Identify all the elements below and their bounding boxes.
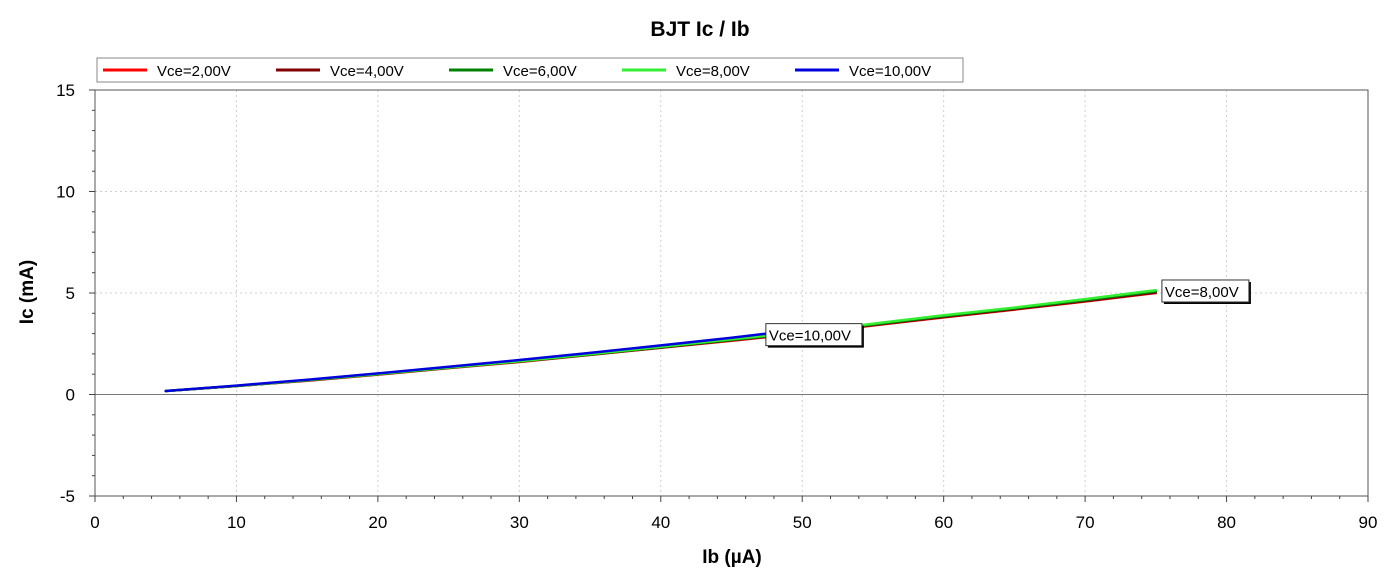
series-line-5 bbox=[164, 332, 769, 393]
legend-label: Vce=8,00V bbox=[676, 63, 750, 80]
x-axis-title: Ib (µA) bbox=[702, 547, 762, 568]
x-tick-label: 40 bbox=[651, 513, 670, 532]
legend-label: Vce=6,00V bbox=[503, 63, 577, 80]
annotation-label: Vce=10,00V bbox=[769, 328, 851, 345]
x-tick-label: 20 bbox=[368, 513, 387, 532]
x-tick-label: 10 bbox=[227, 513, 246, 532]
annotation-box bbox=[765, 323, 863, 347]
plot-area: 0 10 20 30 40 50 60 70 80 90 -5 0 5 10 15 Vce=10,00V Vc… bbox=[56, 81, 1377, 532]
y-tick-label: 10 bbox=[56, 183, 75, 202]
y-tick-label: 0 bbox=[66, 386, 75, 405]
y-axis-title: Ic (mA) bbox=[17, 260, 38, 324]
y-tick-label: 15 bbox=[56, 81, 75, 100]
legend: Vce=2,00V Vce=4,00V Vce=6,00V Vce=8,00V Vce=… bbox=[96, 57, 964, 83]
chart-title: BJT Ic / Ib bbox=[650, 18, 749, 41]
x-tick-label: 90 bbox=[1359, 513, 1378, 532]
x-tick-label: 60 bbox=[934, 513, 953, 532]
legend-label: Vce=2,00V bbox=[157, 63, 231, 80]
x-tick-label: 30 bbox=[510, 513, 529, 532]
x-tick-label: 0 bbox=[90, 513, 99, 532]
legend-label: Vce=10,00V bbox=[849, 63, 931, 80]
annotation-box bbox=[1161, 279, 1250, 303]
x-tick-label: 50 bbox=[793, 513, 812, 532]
legend-label: Vce=4,00V bbox=[330, 63, 404, 80]
x-tick-label: 80 bbox=[1217, 513, 1236, 532]
annotation-label: Vce=8,00V bbox=[1165, 284, 1239, 301]
y-tick-label: 5 bbox=[66, 284, 75, 303]
x-tick-label: 70 bbox=[1076, 513, 1095, 532]
y-tick-label: -5 bbox=[60, 487, 75, 506]
